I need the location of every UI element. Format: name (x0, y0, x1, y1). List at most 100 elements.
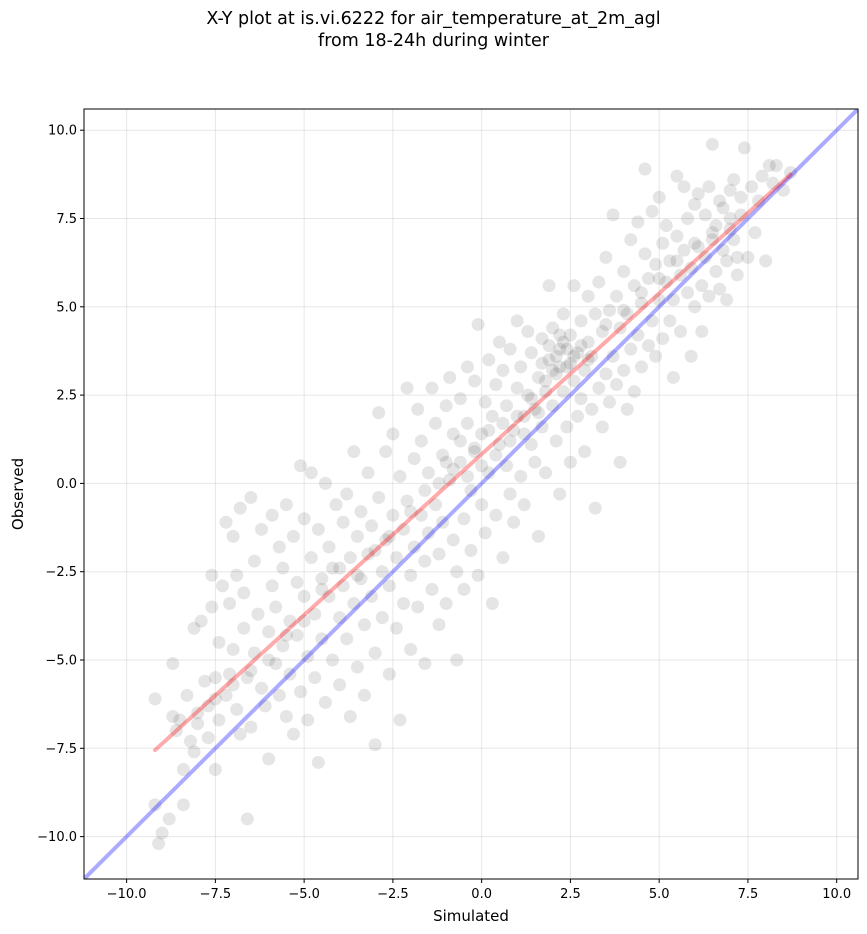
data-point (673, 325, 687, 339)
data-point (219, 515, 233, 529)
data-point (503, 487, 517, 501)
data-point (272, 540, 286, 554)
data-point (453, 392, 467, 406)
chart-title-line-1: X-Y plot at is.vi.6222 for air_temperatu… (206, 9, 661, 29)
data-point (343, 710, 357, 724)
data-point (610, 289, 624, 303)
y-tick-label: −7.5 (45, 742, 77, 757)
data-point (432, 618, 446, 632)
data-point (624, 342, 638, 356)
data-point (578, 445, 592, 459)
data-point (468, 445, 482, 459)
data-point (460, 416, 474, 430)
data-point (748, 226, 762, 240)
data-point (187, 621, 201, 635)
data-point (673, 268, 687, 282)
data-point (709, 264, 723, 278)
data-point (574, 314, 588, 328)
data-point (446, 533, 460, 547)
chart-title-line-2: from 18-24h during winter (318, 31, 549, 51)
data-point (173, 713, 187, 727)
data-point (361, 547, 375, 561)
data-point (372, 491, 386, 505)
data-point (279, 628, 293, 642)
data-point (503, 434, 517, 448)
data-point (148, 692, 162, 706)
data-point (418, 554, 432, 568)
data-point (482, 466, 496, 480)
data-point (322, 540, 336, 554)
reference-lines (84, 109, 858, 879)
data-point (567, 349, 581, 363)
data-point (333, 561, 347, 575)
data-point (730, 250, 744, 264)
data-point (684, 349, 698, 363)
x-tick-label: −7.5 (200, 887, 232, 902)
data-point (262, 752, 276, 766)
data-point (677, 243, 691, 257)
data-point (414, 434, 428, 448)
data-point (489, 378, 503, 392)
data-point (340, 632, 354, 646)
data-point (769, 159, 783, 173)
data-point (276, 561, 290, 575)
data-point (681, 211, 695, 225)
data-point (645, 204, 659, 218)
data-point (240, 671, 254, 685)
data-point (723, 222, 737, 236)
data-point (308, 671, 322, 685)
data-point (350, 568, 364, 582)
data-point (595, 325, 609, 339)
data-point (436, 515, 450, 529)
data-point (400, 494, 414, 508)
data-point (723, 183, 737, 197)
data-point (464, 483, 478, 497)
data-point (333, 611, 347, 625)
data-point (542, 339, 556, 353)
data-point (670, 169, 684, 183)
data-point (294, 459, 308, 473)
data-point (599, 250, 613, 264)
data-point (496, 416, 510, 430)
data-point (720, 254, 734, 268)
data-point (350, 660, 364, 674)
data-point (176, 798, 190, 812)
data-point (681, 286, 695, 300)
data-point (542, 353, 556, 367)
data-point (230, 568, 244, 582)
data-point (244, 491, 258, 505)
data-point (510, 314, 524, 328)
data-point (528, 402, 542, 416)
data-point (425, 381, 439, 395)
data-point (613, 321, 627, 335)
data-point (265, 508, 279, 522)
data-point (418, 483, 432, 497)
data-point (670, 229, 684, 243)
data-point (251, 607, 265, 621)
data-point (347, 596, 361, 610)
data-point (166, 710, 180, 724)
data-point (627, 385, 641, 399)
data-point (304, 466, 318, 480)
data-point (695, 279, 709, 293)
data-point (560, 360, 574, 374)
data-point (184, 734, 198, 748)
data-point (357, 688, 371, 702)
data-point (695, 325, 709, 339)
data-point (208, 763, 222, 777)
data-point (169, 724, 183, 738)
data-point (713, 282, 727, 296)
data-point (663, 314, 677, 328)
data-point (599, 367, 613, 381)
data-point (318, 695, 332, 709)
data-point (379, 445, 393, 459)
data-point (539, 466, 553, 480)
data-point (560, 420, 574, 434)
data-point (258, 699, 272, 713)
data-point (631, 215, 645, 229)
data-point (649, 349, 663, 363)
data-point (546, 399, 560, 413)
data-point (553, 342, 567, 356)
data-point (201, 699, 215, 713)
